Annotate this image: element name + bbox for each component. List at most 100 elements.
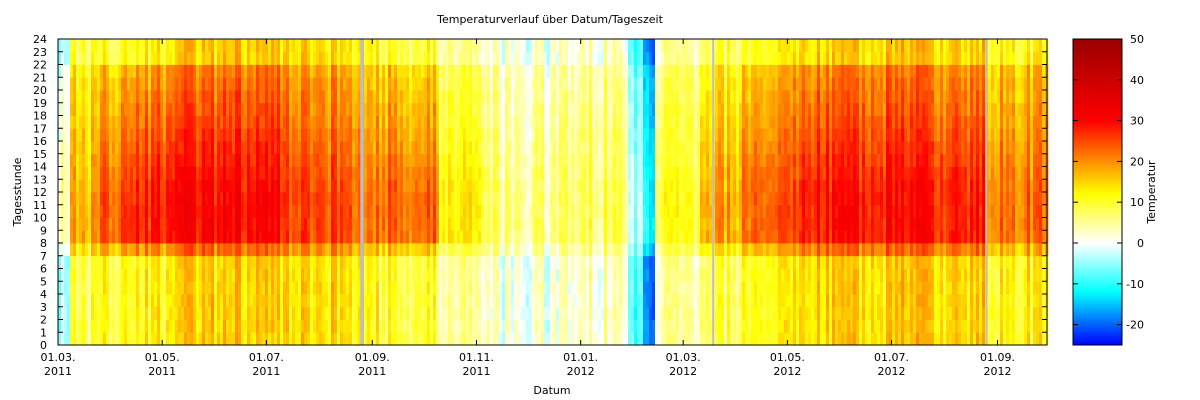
heatmap-cell	[532, 153, 536, 167]
heatmap-cell	[157, 39, 161, 53]
heatmap-cell	[613, 255, 617, 269]
heatmap-cell	[493, 141, 497, 155]
heatmap-cell	[283, 319, 287, 333]
heatmap-cell	[97, 141, 101, 155]
heatmap-cell	[592, 115, 596, 129]
heatmap-cell	[193, 192, 197, 206]
heatmap-cell	[73, 77, 77, 91]
heatmap-cell	[505, 115, 509, 129]
heatmap-cell	[106, 128, 110, 142]
heatmap-cell	[139, 332, 143, 346]
heatmap-cell	[460, 319, 464, 333]
heatmap-cell	[535, 204, 539, 218]
heatmap-cell	[448, 102, 452, 116]
heatmap-cell	[574, 255, 578, 269]
heatmap-cell	[331, 230, 335, 244]
heatmap-cell	[178, 102, 182, 116]
heatmap-cell	[118, 192, 122, 206]
heatmap-cell	[589, 217, 593, 231]
heatmap-cell	[193, 51, 197, 65]
heatmap-cell	[196, 102, 200, 116]
heatmap-cell	[484, 153, 488, 167]
heatmap-cell	[469, 141, 473, 155]
heatmap-cell	[592, 243, 596, 257]
heatmap-cell	[652, 102, 656, 116]
heatmap-cell	[427, 179, 431, 193]
heatmap-cell	[91, 217, 95, 231]
heatmap-cell	[373, 306, 377, 320]
heatmap-cell	[223, 77, 227, 91]
heatmap-cell	[121, 77, 125, 91]
heatmap-cell	[442, 192, 446, 206]
heatmap-cell	[70, 128, 74, 142]
heatmap-cell	[295, 179, 299, 193]
heatmap-cell	[127, 179, 131, 193]
heatmap-cell	[160, 179, 164, 193]
heatmap-cell	[652, 51, 656, 65]
heatmap-cell	[526, 166, 530, 180]
heatmap-cell	[298, 268, 302, 282]
heatmap-cell	[319, 255, 323, 269]
heatmap-cell	[346, 115, 350, 129]
heatmap-cell	[316, 255, 320, 269]
heatmap-cell	[157, 204, 161, 218]
heatmap-cell	[550, 90, 554, 104]
heatmap-cell	[415, 281, 419, 295]
heatmap-cell	[598, 192, 602, 206]
heatmap-cell	[88, 115, 92, 129]
heatmap-cell	[232, 255, 236, 269]
heatmap-cell	[547, 64, 551, 78]
heatmap-cell	[628, 294, 632, 308]
heatmap-cell	[229, 306, 233, 320]
heatmap-cell	[553, 230, 557, 244]
heatmap-cell	[139, 217, 143, 231]
heatmap-cell	[535, 230, 539, 244]
heatmap-cell	[268, 51, 272, 65]
heatmap-cell	[415, 64, 419, 78]
heatmap-cell	[451, 281, 455, 295]
heatmap-cell	[136, 102, 140, 116]
heatmap-cell	[316, 102, 320, 116]
heatmap-cell	[193, 217, 197, 231]
heatmap-cell	[268, 77, 272, 91]
heatmap-cell	[286, 179, 290, 193]
heatmap-cell	[271, 281, 275, 295]
heatmap-cell	[646, 281, 650, 295]
heatmap-cell	[157, 281, 161, 295]
heatmap-cell	[472, 77, 476, 91]
heatmap-cell	[469, 166, 473, 180]
heatmap-cell	[478, 153, 482, 167]
heatmap-cell	[190, 306, 194, 320]
heatmap-cell	[529, 77, 533, 91]
heatmap-cell	[400, 192, 404, 206]
heatmap-cell	[664, 230, 668, 244]
heatmap-cell	[439, 51, 443, 65]
heatmap-cell	[418, 90, 422, 104]
heatmap-cell	[181, 166, 185, 180]
heatmap-cell	[649, 77, 653, 91]
heatmap-cell	[625, 179, 629, 193]
heatmap-cell	[649, 115, 653, 129]
heatmap-cell	[250, 204, 254, 218]
heatmap-cell	[643, 51, 647, 65]
heatmap-cell	[154, 102, 158, 116]
heatmap-cell	[517, 217, 521, 231]
heatmap-cell	[115, 77, 119, 91]
heatmap-cell	[427, 153, 431, 167]
heatmap-cell	[493, 217, 497, 231]
heatmap-cell	[388, 153, 392, 167]
heatmap-cell	[151, 306, 155, 320]
heatmap-cell	[391, 192, 395, 206]
heatmap-cell	[427, 39, 431, 53]
heatmap-cell	[670, 166, 674, 180]
heatmap-cell	[88, 306, 92, 320]
heatmap-cell	[322, 64, 326, 78]
heatmap-cell	[520, 77, 524, 91]
heatmap-cell	[184, 64, 188, 78]
heatmap-cell	[229, 243, 233, 257]
heatmap-cell	[391, 319, 395, 333]
heatmap-cell	[622, 281, 626, 295]
heatmap-cell	[85, 153, 89, 167]
heatmap-cell	[481, 230, 485, 244]
heatmap-cell	[481, 39, 485, 53]
